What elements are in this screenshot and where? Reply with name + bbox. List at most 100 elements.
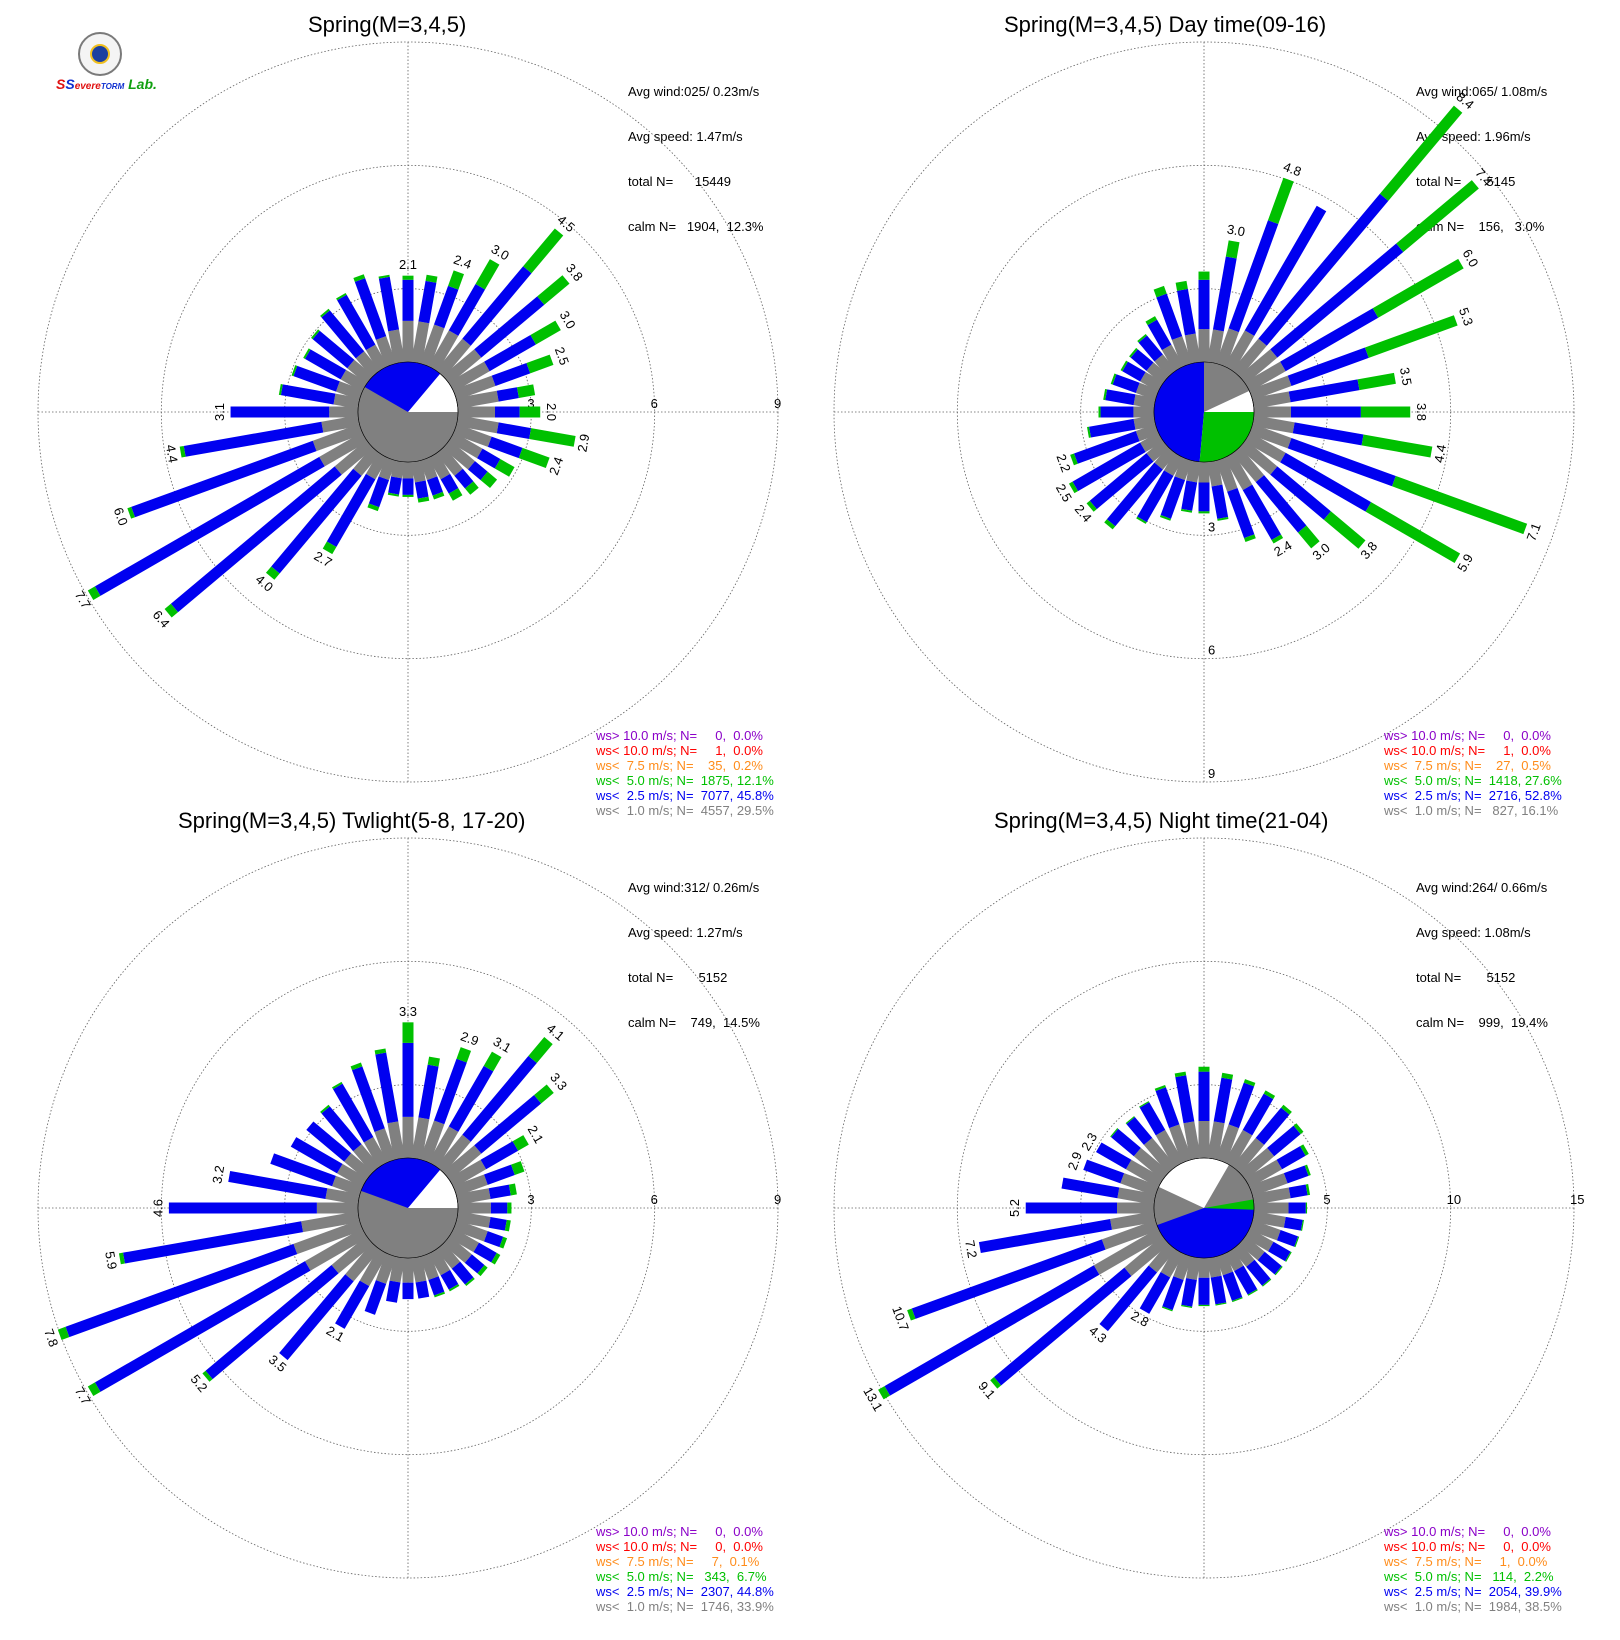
windrose-bar-segment bbox=[57, 1326, 70, 1340]
bar-value-label: 2.4 bbox=[452, 252, 474, 272]
bar-value-label: 2.9 bbox=[1065, 1150, 1085, 1172]
bar-value-label: 2.1 bbox=[399, 257, 417, 272]
calm-pie-slice bbox=[361, 1158, 441, 1208]
windrose-bar-segment bbox=[487, 436, 523, 459]
windrose-panel-twilight: Spring(M=3,4,5) Twlight(5-8, 17-20) Avg … bbox=[8, 808, 808, 1614]
bar-value-label: 3.3 bbox=[399, 1004, 417, 1019]
windrose-bar-segment bbox=[279, 1274, 354, 1361]
windrose-bar-segment bbox=[418, 280, 437, 324]
windrose-bar-segment bbox=[1244, 534, 1256, 542]
windrose-bar-segment bbox=[368, 476, 390, 508]
bar-value-label: 2.5 bbox=[552, 345, 572, 367]
calm-pie-slice bbox=[1204, 1199, 1254, 1210]
windrose-bar-segment bbox=[402, 1042, 414, 1117]
windrose-bar-segment bbox=[1143, 1137, 1177, 1174]
windrose-bar-segment bbox=[402, 279, 414, 321]
legend-entry: ws< 7.5 m/s; N= 27, 0.5% bbox=[1384, 758, 1551, 773]
grid-ring bbox=[1080, 1084, 1328, 1332]
windrose-bar-segment bbox=[336, 292, 347, 301]
windrose-bar-segment bbox=[331, 1081, 343, 1090]
calm-pie-slice bbox=[1199, 412, 1254, 462]
windrose-bar-segment bbox=[1154, 1084, 1166, 1092]
windrose-bar-segment bbox=[1184, 333, 1201, 364]
windrose-bar-segment bbox=[1159, 515, 1171, 521]
legend-entry: ws< 1.0 m/s; N= 1746, 33.9% bbox=[596, 1599, 774, 1614]
windrose-bar-segment bbox=[387, 1121, 405, 1160]
windrose-bar-segment bbox=[419, 1253, 439, 1281]
windrose-bar-segment bbox=[1068, 481, 1079, 494]
windrose-bar-segment bbox=[519, 406, 541, 418]
windrose-bar-segment bbox=[1198, 482, 1210, 512]
windrose-bar-segment bbox=[1246, 1259, 1271, 1286]
legend-entry: ws< 5.0 m/s; N= 114, 2.2% bbox=[1384, 1569, 1554, 1584]
windrose-bar-segment bbox=[1120, 1173, 1159, 1197]
windrose-bar-segment bbox=[1242, 1093, 1274, 1136]
windrose-bar-segment bbox=[402, 1116, 414, 1158]
windrose-bar-segment bbox=[1117, 1187, 1156, 1205]
stat-avg-speed: Avg speed: 1.47m/s bbox=[628, 129, 743, 144]
legend-entry: ws< 10.0 m/s; N= 1, 0.0% bbox=[596, 743, 763, 758]
windrose-bar-segment bbox=[1224, 452, 1253, 491]
windrose-bar-segment bbox=[1146, 439, 1170, 462]
speed-legend: ws> 10.0 m/s; N= 0, 0.0% ws< 10.0 m/s; N=… bbox=[596, 728, 774, 818]
windrose-bar-segment bbox=[1139, 1101, 1150, 1108]
legend-entry: ws> 10.0 m/s; N= 0, 0.0% bbox=[596, 728, 763, 743]
windrose-bar-segment bbox=[1089, 453, 1154, 510]
ring-label: 6 bbox=[651, 1192, 658, 1207]
lab-logo-text: SSevereTORM Lab. bbox=[56, 76, 157, 92]
windrose-bar-segment bbox=[1291, 406, 1361, 418]
bar-value-label: 2.1 bbox=[525, 1123, 547, 1146]
legend-entry: ws< 1.0 m/s; N= 4557, 29.5% bbox=[596, 803, 774, 818]
stat-avg-wind: Avg wind:264/ 0.66m/s bbox=[1416, 880, 1548, 895]
windrose-bar-segment bbox=[387, 492, 400, 497]
windrose-bar-segment bbox=[534, 1084, 554, 1104]
windrose-bar-segment bbox=[1238, 439, 1278, 475]
windrose-bar-segment bbox=[1280, 452, 1372, 512]
windrose-bar-segment bbox=[1110, 373, 1117, 385]
windrose-bar-segment bbox=[1089, 418, 1136, 438]
windrose-bar-segment bbox=[304, 1228, 368, 1271]
windrose-bar-segment bbox=[458, 406, 495, 418]
windrose-bar-segment bbox=[448, 432, 483, 459]
windrose-bar-segment bbox=[1379, 105, 1463, 201]
bar-value-label: 7.8 bbox=[41, 1327, 61, 1349]
windrose-bar-segment bbox=[312, 330, 355, 369]
windrose-bar-segment bbox=[402, 1282, 414, 1300]
windrose-bar-segment bbox=[312, 423, 363, 452]
windrose-bar-segment bbox=[355, 351, 381, 378]
windrose-bar-segment bbox=[367, 503, 380, 512]
windrose-bar-segment bbox=[1133, 406, 1154, 418]
windrose-bar-segment bbox=[87, 1382, 101, 1397]
windrose-bar-segment bbox=[332, 1175, 363, 1197]
windrose-bar-segment bbox=[402, 320, 414, 362]
windrose-bar-segment bbox=[402, 1022, 414, 1043]
windrose-bar-segment bbox=[1288, 1184, 1308, 1199]
windrose-bar-segment bbox=[1234, 1265, 1258, 1295]
windrose-bar-segment bbox=[456, 1188, 491, 1205]
windrose-bar-segment bbox=[374, 1128, 397, 1163]
calm-circle-outline bbox=[1153, 1157, 1255, 1259]
bar-value-label: 4.4 bbox=[163, 443, 181, 463]
windrose-bar-segment bbox=[428, 1126, 459, 1168]
windrose-bar-segment bbox=[335, 1280, 370, 1329]
windrose-bar-segment bbox=[1126, 1117, 1153, 1145]
windrose-bar-segment bbox=[1224, 330, 1255, 372]
windrose-bar-segment bbox=[1271, 534, 1284, 544]
windrose-bar-segment bbox=[87, 586, 101, 601]
chart-title: Spring(M=3,4,5) Night time(21-04) bbox=[994, 808, 1329, 833]
windrose-bar-segment bbox=[878, 1386, 891, 1400]
windrose-bar-segment bbox=[290, 1137, 343, 1174]
windrose-bar-segment bbox=[456, 415, 499, 434]
windrose-bar-segment bbox=[428, 1248, 451, 1276]
lab-logo: SSevereTORM Lab. bbox=[56, 30, 157, 100]
legend-entry: ws< 5.0 m/s; N= 343, 6.7% bbox=[596, 1569, 767, 1584]
windrose-bar-segment bbox=[1074, 430, 1140, 464]
bar-value-label: 3.2 bbox=[209, 1164, 227, 1184]
windrose-bar-segment bbox=[1365, 502, 1461, 564]
windrose-bar-segment bbox=[1110, 1128, 1119, 1138]
windrose-bar-segment bbox=[451, 1261, 474, 1285]
windrose-bar-segment bbox=[530, 320, 561, 345]
windrose-bar-segment bbox=[417, 496, 430, 503]
windrose-bar-segment bbox=[1181, 480, 1198, 511]
windrose-bar-segment bbox=[337, 294, 376, 351]
